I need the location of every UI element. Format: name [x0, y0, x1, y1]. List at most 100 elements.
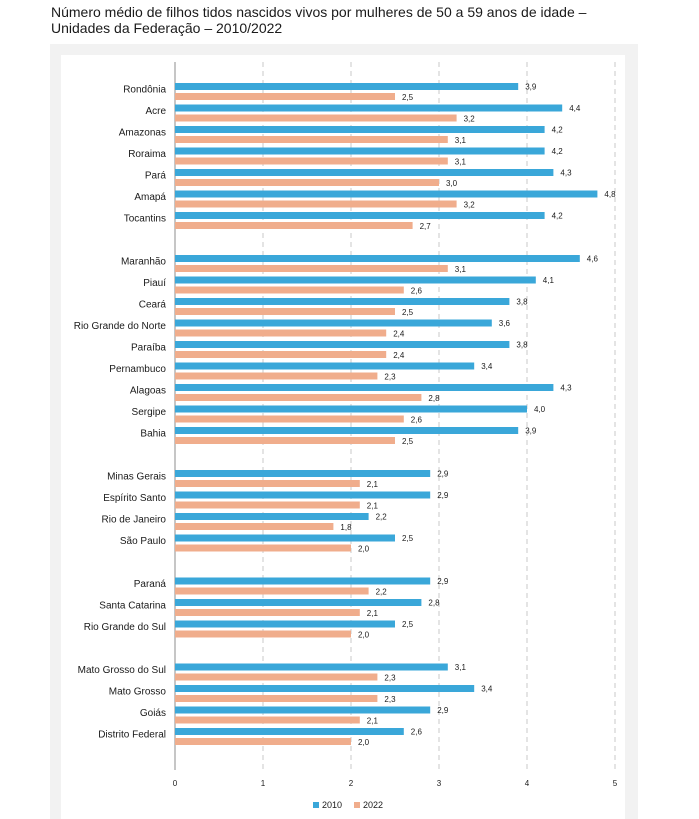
category-label: Pernambuco: [109, 364, 166, 375]
bar-2022: [175, 157, 448, 165]
bar-2022: [175, 329, 387, 337]
data-label-2022: 2,3: [384, 674, 396, 683]
data-label-2010: 4,2: [552, 212, 564, 221]
bar-2022: [175, 716, 360, 724]
data-label-2022: 2,1: [367, 609, 379, 618]
bar-2022: [175, 415, 404, 423]
bar-2010: [175, 384, 554, 391]
category-label: Sergipe: [132, 407, 167, 418]
data-label-2010: 3,8: [516, 341, 528, 350]
bar-2010: [175, 470, 431, 477]
x-tick-label: 1: [261, 779, 266, 788]
bar-2022: [175, 738, 351, 745]
bar-2010: [175, 104, 563, 112]
bar-2010: [175, 319, 492, 327]
data-label-2022: 2,8: [428, 394, 440, 403]
category-label: Acre: [145, 106, 166, 117]
data-label-2010: 2,6: [411, 728, 423, 737]
category-label: Alagoas: [130, 386, 166, 397]
legend-swatch-2010: [313, 802, 319, 808]
data-label-2010: 2,2: [376, 513, 388, 522]
data-label-2010: 2,8: [428, 599, 440, 608]
data-label-2022: 2,3: [384, 373, 396, 382]
category-label: Mato Grosso do Sul: [78, 665, 166, 676]
data-label-2022: 2,0: [358, 545, 370, 554]
data-label-2022: 2,5: [402, 437, 414, 446]
data-label-2010: 4,3: [560, 169, 572, 178]
bar-2010: [175, 83, 519, 90]
category-label: Rio Grande do Sul: [84, 622, 166, 633]
data-label-2010: 4,1: [543, 276, 555, 285]
bar-2022: [175, 222, 413, 229]
data-label-2022: 3,2: [464, 201, 476, 210]
bar-2010: [175, 663, 448, 671]
bar-2022: [175, 93, 395, 100]
category-label: Minas Gerais: [107, 472, 166, 483]
bar-2010: [175, 405, 527, 413]
chart-title: Número médio de filhos tidos nascidos vi…: [51, 4, 651, 36]
category-label: Santa Catarina: [99, 601, 166, 612]
bar-2010: [175, 685, 475, 692]
data-label-2022: 2,6: [411, 416, 423, 425]
data-label-2022: 2,4: [393, 351, 405, 360]
data-label-2022: 2,1: [367, 717, 379, 726]
bar-2010: [175, 728, 404, 735]
data-label-2022: 3,1: [455, 136, 467, 145]
data-label-2010: 3,1: [455, 663, 467, 672]
data-label-2022: 2,6: [411, 287, 423, 296]
x-tick-label: 2: [349, 779, 354, 788]
category-label: Roraima: [128, 149, 166, 160]
chart-title-line-1: Número médio de filhos tidos nascidos vi…: [51, 4, 587, 20]
category-label: Tocantins: [124, 214, 166, 225]
category-label: Espírito Santo: [103, 493, 166, 504]
bar-2010: [175, 341, 510, 348]
data-label-2010: 2,9: [437, 577, 449, 586]
data-label-2010: 3,8: [516, 298, 528, 307]
data-label-2022: 3,1: [455, 265, 467, 274]
legend-swatch-2022: [354, 802, 360, 808]
category-label: Amapá: [134, 192, 166, 203]
category-label: Bahia: [140, 429, 166, 440]
bar-2022: [175, 179, 439, 186]
data-label-2010: 2,5: [402, 534, 414, 543]
bar-2010: [175, 276, 536, 284]
category-label: Ceará: [139, 300, 167, 311]
bar-2010: [175, 491, 431, 499]
bar-2010: [175, 190, 598, 198]
bar-2010: [175, 706, 431, 714]
bar-2010: [175, 534, 395, 542]
legend-label-2010: 2010: [322, 800, 342, 810]
data-label-2010: 3,9: [525, 83, 537, 92]
bar-2022: [175, 630, 351, 638]
data-label-2022: 2,4: [393, 330, 405, 339]
bar-2022: [175, 437, 395, 444]
bar-2022: [175, 587, 369, 595]
bar-2022: [175, 200, 457, 208]
bar-2010: [175, 147, 545, 155]
legend-label-2022: 2022: [363, 800, 383, 810]
bar-2010: [175, 298, 510, 305]
data-label-2010: 2,5: [402, 620, 414, 629]
bar-2010: [175, 599, 422, 606]
data-label-2010: 2,9: [437, 706, 449, 715]
data-label-2010: 4,0: [534, 405, 546, 414]
data-label-2022: 3,0: [446, 179, 458, 188]
bar-2010: [175, 255, 580, 262]
data-label-2022: 2,5: [402, 93, 414, 102]
data-label-2010: 3,4: [481, 362, 493, 371]
category-label: Pará: [145, 171, 167, 182]
bar-2022: [175, 523, 334, 530]
data-label-2022: 2,3: [384, 695, 396, 704]
data-label-2022: 3,1: [455, 158, 467, 167]
bar-2022: [175, 286, 404, 294]
data-label-2022: 2,0: [358, 631, 370, 640]
bar-2022: [175, 673, 378, 681]
data-label-2022: 2,2: [376, 588, 388, 597]
data-label-2010: 3,4: [481, 685, 493, 694]
bar-2022: [175, 351, 387, 358]
x-tick-label: 3: [437, 779, 442, 788]
category-label: Mato Grosso: [109, 687, 167, 698]
data-label-2010: 4,3: [560, 384, 572, 393]
data-label-2010: 3,6: [499, 319, 511, 328]
bar-2022: [175, 136, 448, 143]
